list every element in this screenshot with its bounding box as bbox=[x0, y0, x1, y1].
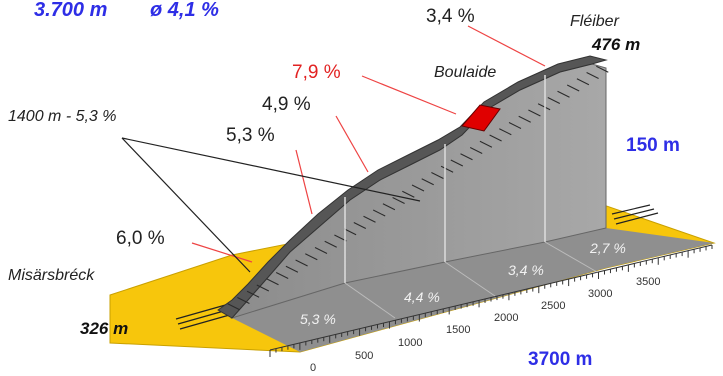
roof-step-line bbox=[353, 222, 367, 229]
roof-step-line bbox=[460, 153, 473, 161]
gradient-callout-steep: 7,9 % bbox=[292, 62, 341, 83]
roof-step-line bbox=[518, 115, 531, 123]
roof-step-line bbox=[382, 203, 396, 211]
elevation-gain: 150 m bbox=[626, 135, 680, 156]
roof-step-line bbox=[266, 278, 279, 286]
roof-step-line bbox=[402, 190, 415, 198]
axis-tick-2500: 2500 bbox=[541, 300, 565, 312]
roof-step-line bbox=[537, 103, 551, 111]
roof-step-line bbox=[440, 165, 454, 173]
axis-tick-1500: 1500 bbox=[446, 324, 470, 336]
roof-step-line bbox=[363, 215, 376, 223]
roof-step-line bbox=[547, 97, 561, 104]
floor-dividers bbox=[344, 241, 598, 319]
roof-step-line bbox=[275, 272, 289, 279]
roof-step-line bbox=[596, 65, 609, 73]
roof-step-line bbox=[411, 184, 425, 192]
start-name: Misärsbréck bbox=[8, 267, 95, 284]
roof-step-line bbox=[586, 72, 599, 79]
axis-tick-1000: 1000 bbox=[398, 337, 422, 349]
end-stripes bbox=[611, 204, 659, 225]
roof-step-line bbox=[343, 228, 357, 236]
roof-step-line bbox=[246, 290, 260, 298]
average-gradient: ø 4,1 % bbox=[150, 0, 219, 21]
profile-top bbox=[217, 55, 608, 319]
roof-step-line bbox=[528, 109, 541, 117]
roof-step-line bbox=[557, 90, 570, 98]
roof-step-line bbox=[372, 209, 386, 217]
roof-step-line bbox=[324, 240, 337, 248]
total-length: 3700 m bbox=[528, 349, 592, 370]
axis-tick-500: 500 bbox=[355, 350, 373, 362]
segment-gradient-1: 5,3 % bbox=[300, 311, 336, 327]
profile-floor bbox=[232, 228, 714, 352]
roof-step-line bbox=[450, 159, 464, 167]
roof-step-line bbox=[489, 134, 502, 142]
axis-tick-0: 0 bbox=[310, 362, 316, 374]
roof-step-line bbox=[566, 84, 580, 92]
axis-tick-2000: 2000 bbox=[494, 312, 518, 324]
segment-gradient-4: 2,7 % bbox=[589, 240, 626, 256]
roof-step-line bbox=[431, 172, 444, 179]
profile-roof-steps bbox=[227, 65, 609, 311]
gradient-callout-1: 6,0 % bbox=[116, 228, 165, 249]
start-altitude: 326 m bbox=[80, 319, 128, 338]
total-distance: 3.700 m bbox=[34, 0, 107, 21]
roof-step-line bbox=[508, 122, 522, 129]
callout-leaders bbox=[191, 25, 546, 263]
midpoint-name: Boulaide bbox=[434, 64, 496, 81]
axis-tick-row bbox=[269, 245, 713, 357]
roof-step-line bbox=[227, 303, 240, 311]
roof-step-line bbox=[295, 259, 308, 267]
roof-step-line bbox=[421, 178, 434, 186]
section-callout-leaders bbox=[121, 137, 421, 273]
end-altitude: 476 m bbox=[591, 35, 640, 54]
roof-step-line bbox=[256, 284, 270, 292]
end-name: Fléiber bbox=[570, 13, 620, 30]
gradient-callout-5: 3,4 % bbox=[426, 6, 475, 27]
roof-step-line bbox=[392, 197, 405, 204]
roof-step-line bbox=[469, 147, 483, 154]
section-dividers bbox=[344, 75, 546, 283]
roof-step-line bbox=[285, 265, 299, 273]
gradient-callout-3: 4,9 % bbox=[262, 94, 311, 115]
segment-gradient-2: 4,4 % bbox=[404, 289, 440, 305]
roof-step-line bbox=[314, 247, 328, 254]
segment-gradient-3: 3,4 % bbox=[508, 262, 544, 278]
section-callout: 1400 m - 5,3 % bbox=[8, 108, 117, 125]
roof-step-line bbox=[576, 78, 590, 86]
roof-step-line bbox=[237, 297, 250, 304]
gradient-callout-2: 5,3 % bbox=[226, 125, 275, 146]
axis-tick-3000: 3000 bbox=[588, 288, 612, 300]
axis-tick-3500: 3500 bbox=[636, 276, 660, 288]
roof-step-line bbox=[479, 140, 493, 148]
roof-step-line bbox=[305, 253, 318, 261]
roof-step-line bbox=[499, 128, 512, 136]
steep-segment-marker bbox=[461, 104, 501, 132]
